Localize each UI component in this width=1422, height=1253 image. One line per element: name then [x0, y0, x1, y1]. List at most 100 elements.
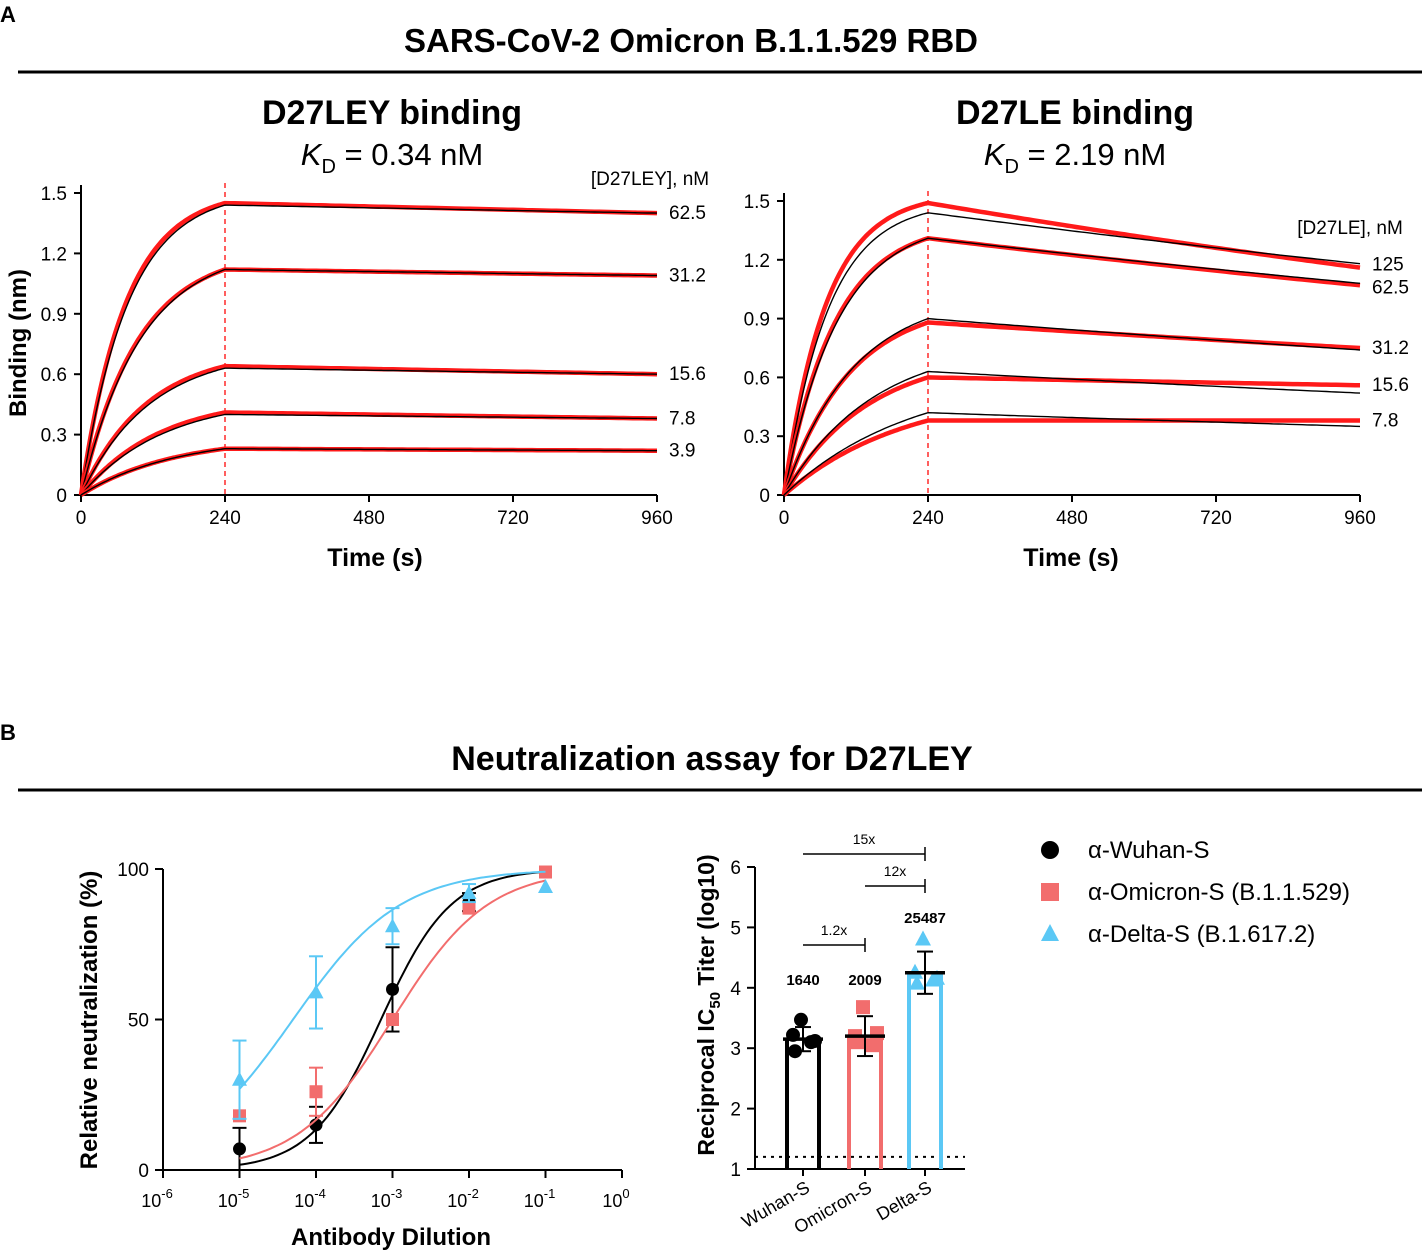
x-tick-label: 240: [912, 508, 944, 529]
data-point: [856, 1000, 870, 1015]
x-tick-label: 720: [497, 508, 529, 529]
y-tick-label: 0: [759, 486, 770, 507]
fit-curve-15.6: [783, 370, 1361, 496]
chart3-ylabel: Relative neutralization (%): [76, 871, 103, 1170]
x-tick-label: 10-1: [524, 1186, 556, 1211]
x-tick-label: 10-2: [447, 1186, 479, 1211]
chart1-ylabel: Binding (nm): [5, 269, 32, 417]
concentration-label: 15.6: [1372, 375, 1409, 396]
chart4-ylabel: Reciprocal IC50 Titer (log10): [693, 854, 724, 1155]
measured-trace-7.8: [79, 410, 658, 497]
x-tick-label: 100: [602, 1186, 629, 1211]
data-point: [909, 974, 925, 990]
y-tick-label: 1.2: [41, 244, 67, 265]
y-tick-label: 5: [730, 918, 741, 939]
measured-trace-31.2: [781, 320, 1361, 496]
data-point: [538, 879, 553, 894]
chart2-kd: KD = 2.19 nM: [984, 137, 1166, 178]
data-point: [808, 1033, 822, 1048]
y-tick-label: 6: [730, 858, 741, 879]
x-tick-label: 0: [76, 508, 87, 529]
concentration-label: 7.8: [1372, 411, 1398, 432]
x-tick-label: 480: [1056, 508, 1088, 529]
legend-marker: [1041, 883, 1059, 901]
x-tick-label: 720: [1200, 508, 1232, 529]
data-point: [870, 1026, 884, 1041]
x-tick-label: 0: [779, 508, 790, 529]
chart3-xlabel: Antibody Dilution: [291, 1224, 491, 1251]
measured-trace-15.6: [782, 375, 1360, 497]
fit-curve-125: [783, 212, 1361, 496]
x-tick-label: 10-3: [371, 1186, 403, 1211]
y-tick-label: 0: [56, 486, 67, 507]
data-point: [866, 1038, 880, 1053]
titer-label: 25487: [904, 910, 946, 927]
fit-curve-62.5: [80, 204, 658, 496]
chart4-plot: 1234561640Wuhan-S2009Omicron-S25487Delta…: [730, 831, 965, 1237]
y-tick-label: 0: [138, 1161, 149, 1182]
panel-a-letter: A: [0, 2, 16, 27]
chart2-xlabel: Time (s): [1023, 544, 1118, 572]
y-tick-label: 0.3: [41, 426, 67, 447]
measured-trace-3.9: [79, 446, 657, 497]
panel-b-title: Neutralization assay for D27LEY: [451, 740, 973, 778]
chart1-kd: KD = 0.34 nM: [301, 137, 483, 178]
y-tick-label: 50: [128, 1011, 149, 1032]
chart2-title: D27LE binding: [956, 94, 1194, 132]
y-tick-label: 0.9: [41, 305, 67, 326]
titer-label: 1640: [786, 972, 819, 989]
measured-trace-7.8: [782, 418, 1360, 497]
x-tick-label: 480: [353, 508, 385, 529]
x-tick-label: 10-6: [141, 1186, 173, 1211]
y-tick-label: 3: [730, 1039, 741, 1060]
data-point: [385, 918, 400, 933]
chart1-title: D27LEY binding: [262, 94, 522, 132]
legend-marker: [1041, 924, 1059, 941]
fit-curve-7.8: [783, 411, 1361, 496]
legend-label: α-Delta-S (B.1.617.2): [1088, 921, 1315, 948]
comparison-label: 1.2x: [821, 922, 847, 938]
data-point: [462, 901, 476, 915]
chart1-concentration-header: [D27LEY], nM: [591, 169, 709, 190]
legend-label: α-Omicron-S (B.1.1.529): [1088, 879, 1350, 906]
data-point: [233, 1142, 246, 1156]
y-tick-label: 100: [117, 860, 149, 881]
panel-a-title: SARS-CoV-2 Omicron B.1.1.529 RBD: [404, 22, 978, 59]
data-point: [386, 1013, 399, 1026]
x-tick-label: 10-4: [294, 1186, 326, 1211]
chart1-plot: 0 240 480 720 960 0 0.3 0.6 0.9 1.2 1.5 62.5 31.2 15.…: [41, 183, 706, 529]
y-tick-label: 1.2: [744, 251, 770, 272]
legend: α-Wuhan-S α-Omicron-S (B.1.1.529) α-Delta-…: [1041, 837, 1350, 948]
y-tick-label: 4: [730, 979, 741, 1000]
x-tick-label: 960: [641, 508, 673, 529]
data-point: [850, 1035, 864, 1050]
fit-curve-31.2: [80, 268, 657, 496]
x-tick-label: 10-5: [218, 1186, 250, 1211]
comparison-label: 12x: [884, 863, 907, 879]
concentration-label: 31.2: [1372, 338, 1409, 359]
data-point: [461, 885, 477, 900]
y-tick-label: 1: [730, 1160, 741, 1181]
data-point: [232, 1071, 247, 1086]
concentration-label: 31.2: [669, 266, 706, 287]
data-point: [386, 982, 399, 996]
y-tick-label: 0.6: [744, 368, 770, 389]
y-tick-label: 1.5: [41, 184, 67, 205]
fit-curve-15.6: [80, 367, 658, 496]
concentration-label: 62.5: [1372, 277, 1409, 298]
y-tick-label: 0.6: [41, 365, 67, 386]
chart3-plot: 10-6 10-5 10-4 10-3 10-2 10-1 100 0 50 100: [117, 860, 629, 1211]
legend-label: α-Wuhan-S: [1088, 837, 1209, 864]
y-tick-label: 0.9: [744, 310, 770, 331]
measured-trace-125: [781, 200, 1361, 496]
titer-label: 2009: [848, 972, 881, 989]
x-tick-label: Delta-S: [873, 1177, 935, 1224]
legend-marker: [1041, 841, 1059, 859]
concentration-label: 62.5: [669, 203, 706, 224]
concentration-label: 15.6: [669, 364, 706, 385]
chart1-xlabel: Time (s): [327, 544, 422, 572]
fit-curve-31.2: [783, 317, 1361, 496]
data-point: [308, 984, 324, 999]
